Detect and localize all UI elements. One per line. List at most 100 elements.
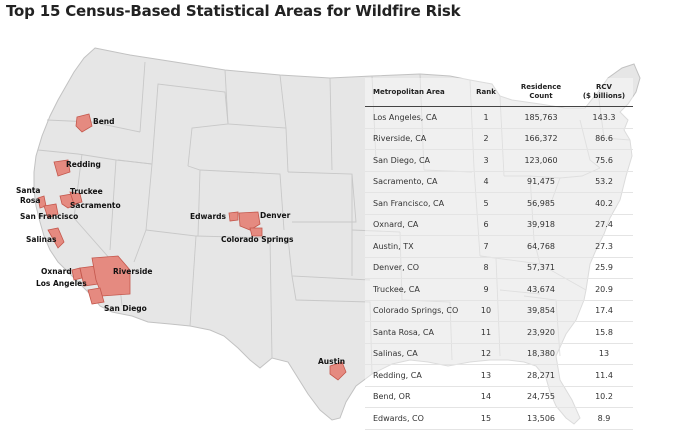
cell-rcv: 10.2 [575, 386, 633, 408]
cell-metro: San Francisco, CA [365, 192, 465, 215]
cell-count: 13,506 [507, 407, 575, 430]
table-row: San Diego, CA 3 123,060 75.6 [365, 149, 633, 172]
cell-metro: Santa Rosa, CA [365, 321, 465, 344]
area-colorado-springs [249, 227, 263, 237]
table-header-row: Metropolitan Area Rank Residence Count RC… [365, 78, 633, 107]
cell-rank: 14 [465, 386, 507, 408]
cell-rcv: 143.3 [575, 106, 633, 129]
area-san-francisco [43, 203, 59, 219]
header-rcv: RCV ($ billions) [575, 78, 633, 107]
cell-rcv: 20.9 [575, 278, 633, 301]
table-row: Riverside, CA 2 166,372 86.6 [365, 128, 633, 150]
area-bend [75, 113, 93, 133]
cell-rank: 13 [465, 364, 507, 387]
cell-metro: Austin, TX [365, 235, 465, 258]
cell-metro: Los Angeles, CA [365, 106, 465, 129]
cell-count: 91,475 [507, 171, 575, 193]
cell-metro: Riverside, CA [365, 128, 465, 150]
cell-metro: Truckee, CA [365, 278, 465, 301]
cell-count: 57,371 [507, 257, 575, 279]
table-row: Oxnard, CA 6 39,918 27.4 [365, 214, 633, 236]
area-truckee [69, 191, 83, 205]
label-santa-rosa-1: Santa [16, 186, 40, 195]
table-row: Colorado Springs, CO 10 39,854 17.4 [365, 300, 633, 322]
label-bend: Bend [93, 117, 115, 126]
cell-rank: 12 [465, 343, 507, 365]
table-row: Redding, CA 13 28,271 11.4 [365, 364, 633, 387]
cell-rank: 15 [465, 407, 507, 430]
cell-rank: 2 [465, 128, 507, 150]
label-truckee: Truckee [70, 187, 103, 196]
header-metro: Metropolitan Area [365, 78, 465, 107]
cell-count: 23,920 [507, 321, 575, 344]
label-redding: Redding [66, 160, 101, 169]
cell-metro: Bend, OR [365, 386, 465, 408]
cell-count: 56,985 [507, 192, 575, 215]
cell-metro: Salinas, CA [365, 343, 465, 365]
cell-rcv: 15.8 [575, 321, 633, 344]
cell-rcv: 75.6 [575, 149, 633, 172]
cell-count: 185,763 [507, 106, 575, 129]
cell-metro: San Diego, CA [365, 149, 465, 172]
cell-rank: 1 [465, 106, 507, 129]
area-edwards [228, 211, 239, 222]
label-san-diego: San Diego [104, 304, 147, 313]
area-salinas [47, 227, 65, 249]
cell-rank: 9 [465, 278, 507, 301]
area-riverside [91, 255, 131, 297]
label-oxnard: Oxnard [41, 267, 72, 276]
table-row: Sacramento, CA 4 91,475 53.2 [365, 171, 633, 193]
header-count-line1: Residence [520, 83, 562, 91]
cell-rank: 5 [465, 192, 507, 215]
cell-metro: Redding, CA [365, 364, 465, 387]
cell-count: 39,854 [507, 300, 575, 322]
cell-count: 24,755 [507, 386, 575, 408]
cell-rank: 6 [465, 214, 507, 236]
cell-count: 166,372 [507, 128, 575, 150]
label-santa-rosa-2: Rosa [20, 196, 40, 205]
cell-count: 43,674 [507, 278, 575, 301]
table-row: Los Angeles, CA 1 185,763 143.3 [365, 106, 633, 129]
table-row: Santa Rosa, CA 11 23,920 15.8 [365, 321, 633, 344]
table-row: Denver, CO 8 57,371 25.9 [365, 257, 633, 279]
cell-count: 123,060 [507, 149, 575, 172]
header-count-line2: Count [529, 92, 553, 100]
wildfire-areas [37, 113, 347, 381]
cell-rcv: 13 [575, 343, 633, 365]
cell-count: 39,918 [507, 214, 575, 236]
wildfire-risk-table: Metropolitan Area Rank Residence Count RC… [365, 78, 633, 430]
cell-count: 28,271 [507, 364, 575, 387]
area-denver [238, 211, 261, 231]
cell-rank: 11 [465, 321, 507, 344]
cell-metro: Edwards, CO [365, 407, 465, 430]
label-salinas: Salinas [26, 235, 57, 244]
cell-metro: Denver, CO [365, 257, 465, 279]
label-austin: Austin [318, 357, 345, 366]
label-los-angeles: Los Angeles [36, 279, 87, 288]
cell-rcv: 40.2 [575, 192, 633, 215]
cell-rcv: 27.4 [575, 214, 633, 236]
label-san-francisco: San Francisco [20, 212, 78, 221]
label-denver: Denver [260, 211, 291, 220]
header-count: Residence Count [507, 78, 575, 107]
cell-rank: 8 [465, 257, 507, 279]
header-rank: Rank [465, 78, 507, 107]
table-row: San Francisco, CA 5 56,985 40.2 [365, 192, 633, 215]
cell-rank: 7 [465, 235, 507, 258]
cell-rank: 10 [465, 300, 507, 322]
cell-rank: 3 [465, 149, 507, 172]
area-redding [53, 159, 71, 177]
cell-metro: Colorado Springs, CO [365, 300, 465, 322]
cell-rcv: 17.4 [575, 300, 633, 322]
label-edwards: Edwards [190, 212, 227, 221]
table-row: Bend, OR 14 24,755 10.2 [365, 386, 633, 408]
label-sacramento: Sacramento [70, 201, 121, 210]
cell-rcv: 11.4 [575, 364, 633, 387]
table-row: Austin, TX 7 64,768 27.3 [365, 235, 633, 258]
table-row: Edwards, CO 15 13,506 8.9 [365, 407, 633, 430]
cell-rcv: 53.2 [575, 171, 633, 193]
cell-rcv: 86.6 [575, 128, 633, 150]
cell-rcv: 27.3 [575, 235, 633, 258]
header-rcv-line2: ($ billions) [582, 92, 626, 100]
label-colorado-springs: Colorado Springs [221, 235, 294, 244]
